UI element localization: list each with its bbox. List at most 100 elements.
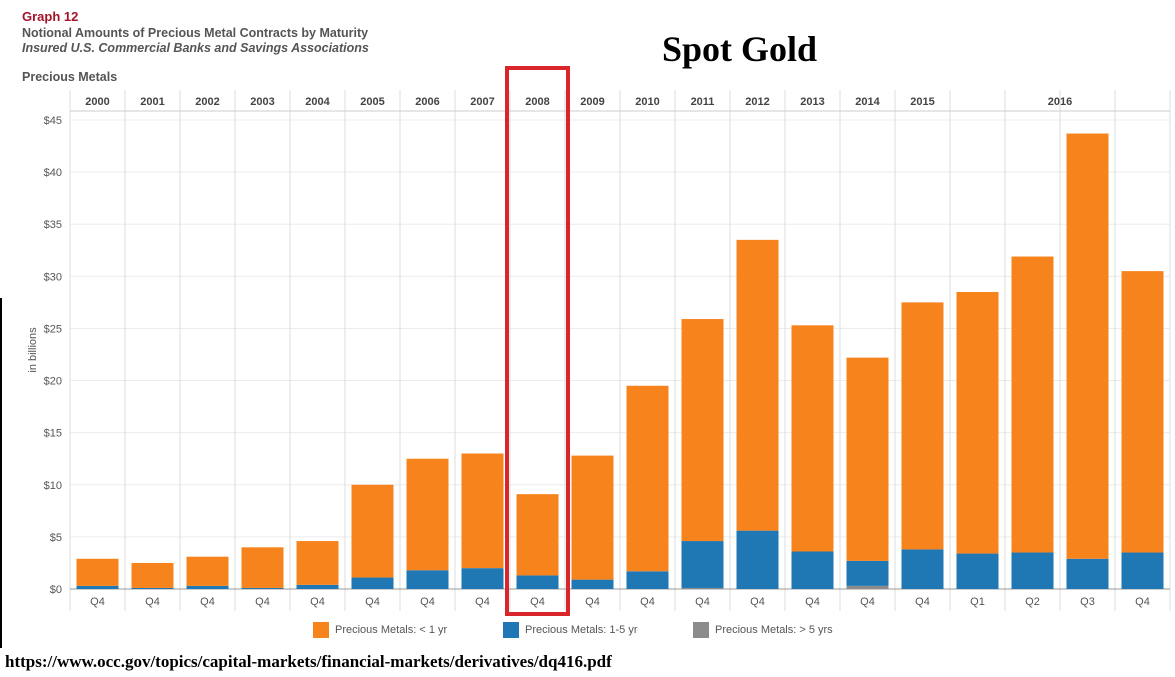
- legend-swatch-1to5: [503, 622, 519, 638]
- bar-segment: [351, 577, 394, 589]
- x-tick-label: Q4: [200, 596, 215, 608]
- bar-segment: [571, 455, 614, 580]
- x-tick-label: Q4: [1135, 596, 1150, 608]
- bar-segment: [956, 553, 999, 589]
- bar-segment: [1121, 271, 1164, 553]
- x-tick-label: Q4: [750, 596, 765, 608]
- x-tick-label: Q4: [860, 596, 875, 608]
- year-header-label: 2002: [195, 96, 219, 108]
- bar-segment: [1066, 133, 1109, 559]
- y-tick-label: $30: [44, 271, 62, 283]
- bar-segment: [901, 302, 944, 550]
- bar-segment: [626, 385, 669, 572]
- bar-segment: [461, 453, 504, 569]
- y-tick-label: $10: [44, 480, 62, 492]
- bar-segment: [791, 551, 834, 589]
- bar-segment: [186, 556, 229, 586]
- graph-number: Graph 12: [22, 9, 79, 24]
- source-url: https://www.occ.gov/topics/capital-marke…: [5, 652, 612, 671]
- x-tick-label: Q4: [915, 596, 930, 608]
- y-tick-label: $45: [44, 115, 62, 127]
- bar-segment: [1011, 552, 1054, 589]
- year-header-label: 2012: [745, 96, 769, 108]
- bar-segment: [406, 570, 449, 589]
- bar-segment: [1011, 256, 1054, 553]
- x-tick-label: Q4: [365, 596, 380, 608]
- y-axis-label: in billions: [27, 327, 39, 373]
- legend-swatch-gt5: [693, 622, 709, 638]
- x-tick-label: Q2: [1025, 596, 1040, 608]
- year-header-label: 2009: [580, 96, 604, 108]
- bar-segment: [1066, 558, 1109, 589]
- bar-segment: [1121, 552, 1164, 589]
- bar-segment: [76, 585, 119, 589]
- bar-segment: [736, 239, 779, 531]
- x-tick-label: Q4: [255, 596, 270, 608]
- year-header-label: 2016: [1048, 96, 1072, 108]
- y-tick-label: $35: [44, 219, 62, 231]
- bar-segment: [461, 568, 504, 589]
- bar-segment: [296, 584, 339, 589]
- x-tick-label: Q4: [420, 596, 435, 608]
- stacked-bar-chart: $0 $5 $10 $15 $20 $25 $30 $35 $40 $45 2000 2001 2002…: [27, 66, 1171, 616]
- y-tick-label: $40: [44, 167, 62, 179]
- legend-item-1to5: Precious Metals: 1-5 yr: [503, 622, 637, 638]
- left-edge-divider: [0, 298, 2, 648]
- bar-segment: [626, 571, 669, 589]
- bar-segment: [846, 357, 889, 561]
- x-tick-label: Q3: [1080, 596, 1095, 608]
- x-tick-label: Q4: [695, 596, 710, 608]
- bar-segment: [791, 325, 834, 552]
- bar-segment: [571, 579, 614, 589]
- y-tick-label: $0: [50, 584, 62, 596]
- x-tick-label: Q4: [145, 596, 160, 608]
- section-label: Precious Metals: [22, 70, 118, 84]
- legend-label-1to5: Precious Metals: 1-5 yr: [525, 624, 638, 636]
- bar-segment: [681, 319, 724, 542]
- bar-segment: [681, 541, 724, 588]
- bar-segment: [846, 560, 889, 586]
- bar-segment: [186, 585, 229, 589]
- bar-segment: [351, 484, 394, 578]
- bar-segment: [516, 575, 559, 589]
- year-header-label: 2011: [691, 96, 715, 108]
- spot-gold-annotation: Spot Gold: [662, 29, 818, 69]
- x-tick-label: Q4: [475, 596, 490, 608]
- legend-label-gt5: Precious Metals: > 5 yrs: [715, 624, 833, 636]
- year-header-label: 2006: [415, 96, 439, 108]
- bar-segment: [296, 541, 339, 585]
- year-header-label: 2001: [140, 96, 164, 108]
- year-header-label: 2005: [360, 96, 384, 108]
- year-header-label: 2008: [525, 96, 549, 108]
- x-tick-label: Q4: [805, 596, 820, 608]
- y-tick-label: $15: [44, 428, 62, 440]
- year-header-label: 2013: [800, 96, 824, 108]
- year-header-label: 2000: [85, 96, 109, 108]
- bar-segment: [736, 530, 779, 589]
- y-tick-label: $25: [44, 323, 62, 335]
- x-tick-label: Q4: [640, 596, 655, 608]
- bar-segment: [406, 458, 449, 571]
- bar-segment: [681, 587, 724, 589]
- legend-label-lt1: Precious Metals: < 1 yr: [335, 624, 448, 636]
- year-header-label: 2014: [855, 96, 880, 108]
- bar-segment: [516, 494, 559, 576]
- x-tick-label: Q4: [530, 596, 545, 608]
- chart-subtitle: Insured U.S. Commercial Banks and Saving…: [22, 41, 369, 55]
- bar-segment: [76, 558, 119, 586]
- year-header-label: 2004: [305, 96, 330, 108]
- bar-segment: [846, 585, 889, 589]
- year-header-label: 2010: [635, 96, 659, 108]
- bar-segment: [131, 587, 174, 589]
- legend-swatch-lt1: [313, 622, 329, 638]
- x-tick-label: Q1: [970, 596, 985, 608]
- bar-segment: [956, 291, 999, 554]
- y-tick-label: $5: [50, 532, 62, 544]
- bar-segment: [241, 587, 284, 589]
- x-tick-label: Q4: [310, 596, 325, 608]
- bar-segment: [901, 549, 944, 589]
- y-tick-label: $20: [44, 376, 62, 388]
- bar-segment: [131, 562, 174, 588]
- x-tick-label: Q4: [90, 596, 105, 608]
- year-header-label: 2007: [470, 96, 494, 108]
